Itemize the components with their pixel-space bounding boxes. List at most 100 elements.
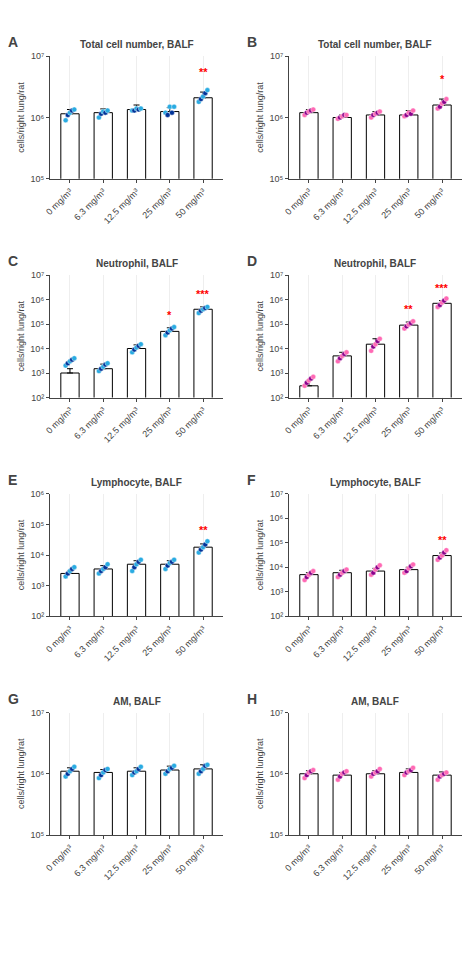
svg-text:10⁶: 10⁶ [30, 113, 44, 123]
svg-text:10⁶: 10⁶ [30, 489, 44, 499]
svg-text:25 mg/m³: 25 mg/m³ [379, 187, 413, 221]
svg-text:25 mg/m³: 25 mg/m³ [140, 187, 174, 221]
svg-text:cells/right lung/rat: cells/right lung/rat [16, 519, 26, 590]
svg-text:10³: 10³ [31, 581, 44, 591]
svg-text:0 mg/m³: 0 mg/m³ [44, 843, 74, 873]
svg-text:10³: 10³ [31, 368, 44, 378]
svg-text:10⁷: 10⁷ [270, 51, 283, 61]
svg-text:E: E [8, 472, 17, 488]
svg-text:25 mg/m³: 25 mg/m³ [140, 405, 174, 439]
svg-text:6.3 mg/m³: 6.3 mg/m³ [72, 405, 108, 441]
svg-text:6.3 mg/m³: 6.3 mg/m³ [72, 843, 108, 879]
svg-text:10⁶: 10⁶ [269, 769, 283, 779]
svg-text:50 mg/m³: 50 mg/m³ [413, 187, 447, 221]
svg-text:50 mg/m³: 50 mg/m³ [174, 405, 208, 439]
svg-text:12.5 mg/m³: 12.5 mg/m³ [102, 405, 141, 444]
svg-text:10⁷: 10⁷ [270, 708, 283, 718]
svg-text:10⁶: 10⁶ [269, 295, 283, 305]
svg-text:50 mg/m³: 50 mg/m³ [174, 843, 208, 877]
svg-text:10⁷: 10⁷ [31, 270, 44, 280]
svg-text:C: C [8, 253, 18, 269]
svg-text:**: ** [199, 66, 208, 78]
svg-text:10⁵: 10⁵ [269, 319, 283, 329]
svg-text:cells/right lung/rat: cells/right lung/rat [16, 82, 26, 153]
svg-text:25 mg/m³: 25 mg/m³ [140, 843, 174, 877]
svg-text:***: *** [196, 288, 210, 300]
svg-text:10⁴: 10⁴ [269, 344, 283, 354]
svg-text:G: G [8, 691, 19, 707]
svg-text:10³: 10³ [270, 368, 283, 378]
svg-text:0 mg/m³: 0 mg/m³ [283, 843, 313, 873]
svg-text:0 mg/m³: 0 mg/m³ [283, 405, 313, 435]
svg-text:6.3 mg/m³: 6.3 mg/m³ [72, 624, 108, 660]
svg-text:12.5 mg/m³: 12.5 mg/m³ [102, 624, 141, 663]
svg-text:6.3 mg/m³: 6.3 mg/m³ [72, 187, 108, 223]
svg-text:Neutrophil, BALF: Neutrophil, BALF [96, 258, 178, 269]
svg-text:25 mg/m³: 25 mg/m³ [379, 843, 413, 877]
svg-text:Lymphocyte, BALF: Lymphocyte, BALF [91, 477, 182, 488]
svg-text:H: H [247, 691, 257, 707]
svg-text:6.3 mg/m³: 6.3 mg/m³ [311, 843, 347, 879]
svg-text:cells/right lung/rat: cells/right lung/rat [255, 300, 265, 371]
svg-text:10⁶: 10⁶ [30, 295, 44, 305]
svg-text:10⁵: 10⁵ [30, 174, 44, 184]
svg-text:**: ** [199, 524, 208, 536]
svg-text:25 mg/m³: 25 mg/m³ [140, 624, 174, 658]
svg-text:***: *** [435, 282, 449, 294]
svg-text:10⁴: 10⁴ [30, 344, 44, 354]
svg-text:50 mg/m³: 50 mg/m³ [413, 843, 447, 877]
svg-text:10⁵: 10⁵ [269, 830, 283, 840]
svg-text:0 mg/m³: 0 mg/m³ [44, 624, 74, 654]
svg-text:F: F [247, 472, 256, 488]
svg-text:Total cell number, BALF: Total cell number, BALF [80, 39, 194, 50]
svg-text:10⁶: 10⁶ [30, 769, 44, 779]
svg-text:cells/right lung/rat: cells/right lung/rat [255, 738, 265, 809]
svg-text:10⁵: 10⁵ [269, 174, 283, 184]
svg-text:**: ** [404, 303, 413, 315]
svg-text:*: * [440, 73, 445, 85]
svg-text:0 mg/m³: 0 mg/m³ [283, 187, 313, 217]
svg-text:10⁷: 10⁷ [31, 51, 44, 61]
svg-text:50 mg/m³: 50 mg/m³ [174, 187, 208, 221]
svg-text:10⁷: 10⁷ [270, 270, 283, 280]
svg-text:12.5 mg/m³: 12.5 mg/m³ [341, 843, 380, 882]
svg-text:12.5 mg/m³: 12.5 mg/m³ [102, 843, 141, 882]
svg-text:cells/right lung/rat: cells/right lung/rat [16, 300, 26, 371]
svg-text:D: D [247, 253, 257, 269]
svg-text:12.5 mg/m³: 12.5 mg/m³ [341, 624, 380, 663]
svg-text:0 mg/m³: 0 mg/m³ [44, 187, 74, 217]
svg-text:50 mg/m³: 50 mg/m³ [174, 624, 208, 658]
svg-text:6.3 mg/m³: 6.3 mg/m³ [311, 405, 347, 441]
svg-text:cells/right lung/rat: cells/right lung/rat [16, 738, 26, 809]
svg-text:AM, BALF: AM, BALF [113, 696, 161, 707]
svg-text:**: ** [438, 534, 447, 546]
svg-text:cells/right lung/rat: cells/right lung/rat [255, 519, 265, 590]
svg-text:10⁴: 10⁴ [269, 562, 283, 572]
svg-text:AM, BALF: AM, BALF [351, 696, 399, 707]
svg-text:25 mg/m³: 25 mg/m³ [379, 405, 413, 439]
svg-text:10⁷: 10⁷ [31, 708, 44, 718]
svg-text:10⁵: 10⁵ [269, 538, 283, 548]
svg-text:10⁶: 10⁶ [269, 513, 283, 523]
svg-text:10⁷: 10⁷ [270, 489, 283, 499]
svg-text:10⁵: 10⁵ [30, 520, 44, 530]
svg-text:10²: 10² [31, 393, 44, 403]
svg-text:10⁴: 10⁴ [30, 550, 44, 560]
svg-text:10³: 10³ [270, 587, 283, 597]
svg-text:12.5 mg/m³: 12.5 mg/m³ [341, 405, 380, 444]
svg-text:10²: 10² [270, 393, 283, 403]
svg-text:25 mg/m³: 25 mg/m³ [379, 624, 413, 658]
svg-text:12.5 mg/m³: 12.5 mg/m³ [102, 187, 141, 226]
svg-text:50 mg/m³: 50 mg/m³ [413, 405, 447, 439]
svg-text:50 mg/m³: 50 mg/m³ [413, 624, 447, 658]
svg-text:6.3 mg/m³: 6.3 mg/m³ [311, 187, 347, 223]
svg-text:10⁵: 10⁵ [30, 319, 44, 329]
svg-text:Neutrophil, BALF: Neutrophil, BALF [334, 258, 416, 269]
svg-text:10²: 10² [31, 611, 44, 621]
svg-text:10²: 10² [270, 611, 283, 621]
svg-text:0 mg/m³: 0 mg/m³ [44, 405, 74, 435]
svg-text:A: A [8, 34, 18, 50]
svg-text:Lymphocyte, BALF: Lymphocyte, BALF [330, 477, 421, 488]
svg-text:10⁵: 10⁵ [30, 830, 44, 840]
svg-text:12.5 mg/m³: 12.5 mg/m³ [341, 187, 380, 226]
